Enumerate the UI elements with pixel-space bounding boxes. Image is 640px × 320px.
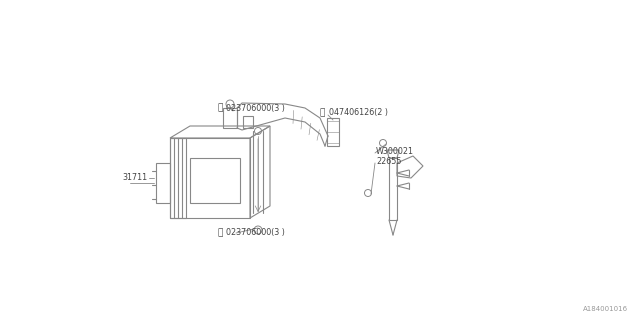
Text: 22655: 22655	[376, 157, 401, 166]
Text: 023706000(3 ): 023706000(3 )	[226, 228, 285, 237]
Text: ⓝ: ⓝ	[218, 103, 223, 113]
Text: 047406126(2 ): 047406126(2 )	[329, 108, 388, 117]
Text: 023706000(3 ): 023706000(3 )	[226, 103, 285, 113]
Text: W300021: W300021	[376, 147, 414, 156]
Text: A184001016: A184001016	[583, 306, 628, 312]
Text: 31711: 31711	[123, 173, 148, 182]
Text: ⓝ: ⓝ	[218, 228, 223, 237]
Text: ⓛ: ⓛ	[319, 108, 324, 117]
